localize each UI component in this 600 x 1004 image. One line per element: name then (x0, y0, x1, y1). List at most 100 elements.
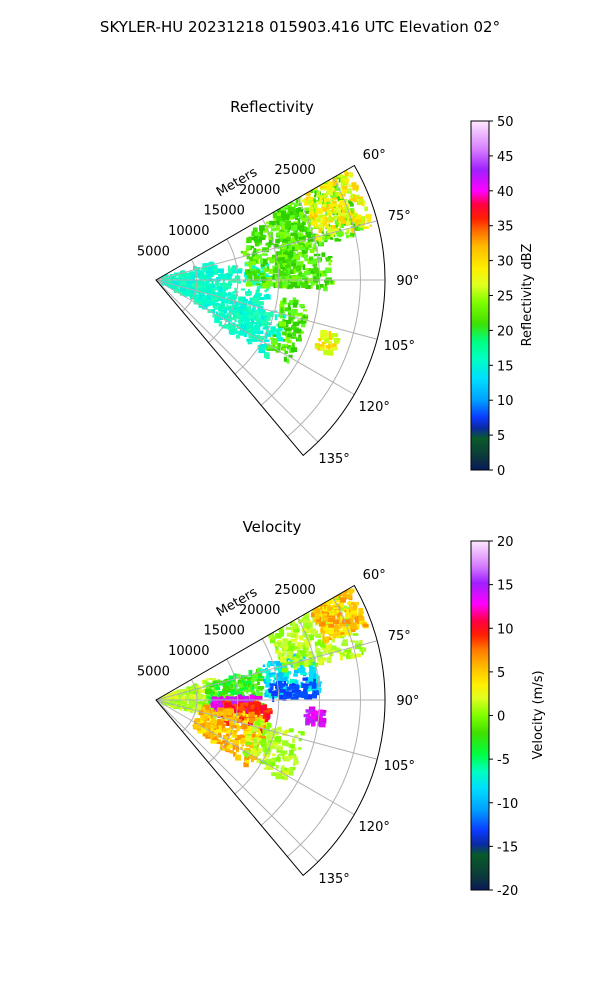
echo-gate (207, 725, 213, 732)
echo-gate (308, 270, 314, 274)
echo-gate (173, 702, 181, 708)
echo-gate (286, 258, 292, 263)
echo-gate (317, 639, 322, 644)
echo-gate (226, 682, 230, 687)
echo-gate (201, 297, 206, 304)
echo-gate (226, 705, 233, 708)
echo-gate (352, 640, 359, 643)
echo-gate (206, 695, 213, 699)
echo-gate (283, 773, 288, 779)
echo-gate (293, 299, 299, 303)
echo-gate (285, 252, 292, 257)
echo-gate (296, 232, 303, 237)
echo-gate (186, 695, 189, 701)
echo-gate (314, 217, 321, 222)
echo-gate (210, 709, 214, 715)
echo-gate (330, 346, 338, 351)
echo-gate (281, 224, 285, 230)
cbar-tick-label: -10 (497, 797, 518, 812)
echo-gate (277, 225, 280, 231)
echo-gate (332, 627, 336, 634)
echo-gate (328, 643, 332, 646)
echo-gate (194, 683, 198, 687)
echo-gate (313, 202, 318, 209)
r-tick-label: 25000 (274, 163, 315, 178)
echo-gate (349, 232, 355, 236)
r-tick-label: 15000 (204, 624, 245, 639)
echo-gate (271, 672, 276, 675)
echo-gate (267, 344, 274, 349)
echo-gate (186, 277, 192, 282)
echo-gate (282, 242, 287, 246)
echo-gate (184, 291, 190, 297)
echo-gate (253, 235, 259, 242)
echo-gate (269, 260, 275, 264)
echo-gate (255, 671, 263, 678)
echo-gate (287, 304, 291, 311)
echo-gate (200, 715, 205, 720)
echo-gate (254, 293, 262, 297)
echo-gate (285, 617, 292, 622)
echo-gate (298, 747, 302, 750)
echo-gate (299, 236, 306, 242)
echo-gate (294, 192, 299, 197)
echo-gate (182, 289, 187, 295)
echo-gate (302, 309, 308, 312)
echo-gate (318, 224, 324, 228)
echo-gate (254, 714, 258, 718)
echo-gate (263, 267, 267, 273)
echo-gate (318, 715, 322, 721)
echo-gate (263, 710, 270, 713)
echo-gate (305, 641, 310, 648)
echo-gate (231, 266, 237, 271)
echo-gate (294, 691, 301, 697)
echo-gate (335, 207, 341, 213)
echo-gate (292, 634, 297, 638)
echo-gate (317, 199, 321, 203)
echo-gate (253, 738, 257, 743)
echo-gate (286, 641, 290, 646)
echo-gate (214, 724, 220, 728)
echo-gate (208, 678, 213, 681)
echo-gate (318, 228, 322, 234)
echo-gate (275, 278, 280, 284)
echo-gate (232, 732, 237, 737)
echo-gate (341, 587, 344, 591)
echo-gate (342, 592, 347, 598)
echo-gate (300, 672, 307, 675)
echo-gate (313, 710, 317, 715)
echo-gate (182, 274, 185, 279)
echo-gate (276, 338, 280, 342)
echo-gate (337, 174, 344, 178)
echo-gate (352, 614, 357, 617)
echo-gate (199, 280, 204, 283)
range-ring (260, 617, 321, 826)
echo-gate (339, 652, 346, 657)
cbar-tick-label: 50 (497, 115, 514, 130)
echo-gate (197, 280, 202, 285)
echo-gate (249, 694, 255, 700)
echo-gate (259, 225, 265, 231)
echo-gate (302, 647, 306, 652)
echo-gate (301, 249, 308, 254)
echo-gate (285, 244, 291, 249)
polar-grid (155, 584, 386, 877)
echo-gate (323, 349, 331, 356)
echo-gate (287, 661, 295, 665)
echo-gate (296, 610, 303, 615)
echo-gate (258, 270, 264, 274)
echo-gate (338, 220, 341, 227)
cbar-tick-label: 10 (497, 622, 514, 637)
velocity-colorbar: -20 -15 -10 -5 0 5 10 15 20 Velocity (m/… (470, 535, 546, 899)
echo-gate (277, 653, 281, 658)
echo-gate (291, 275, 298, 282)
echo-gate (244, 699, 251, 703)
echo-gate (304, 207, 310, 211)
echo-gate (246, 686, 251, 691)
echo-gate (211, 285, 215, 288)
echo-gate (315, 716, 318, 722)
echo-gate (257, 678, 264, 682)
echo-gate (338, 212, 344, 217)
echo-gate (177, 703, 181, 707)
colorbar-ticks (489, 540, 493, 891)
